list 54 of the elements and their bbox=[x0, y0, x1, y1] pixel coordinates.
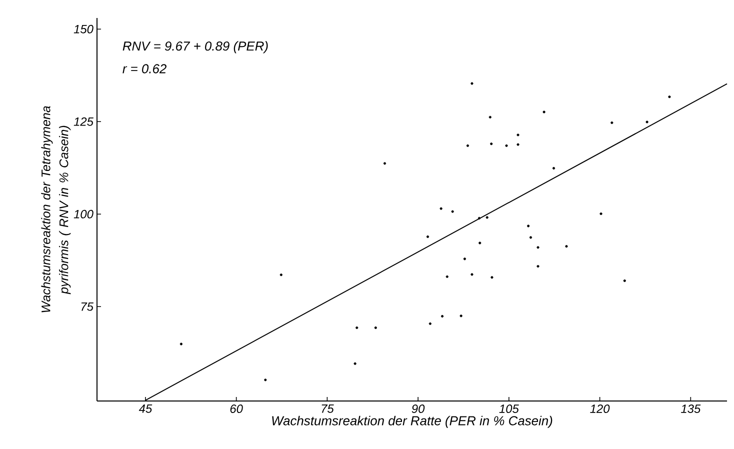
point bbox=[542, 110, 546, 114]
y-axis-title: Wachstumsreaktion der Tetrahymena pyriformis ( RNV in % Casein) bbox=[41, 106, 71, 312]
point bbox=[466, 144, 470, 147]
y-tick-label: 100 bbox=[74, 210, 94, 218]
point bbox=[463, 258, 466, 260]
x-tick-label: 105 bbox=[499, 404, 519, 413]
point bbox=[529, 236, 532, 239]
x-tick-label: 135 bbox=[681, 404, 701, 413]
point bbox=[527, 224, 530, 228]
point bbox=[460, 314, 462, 318]
point bbox=[356, 326, 358, 330]
point bbox=[552, 166, 556, 170]
x-tick-label: 45 bbox=[138, 404, 152, 413]
point bbox=[668, 96, 671, 98]
point bbox=[478, 216, 481, 220]
point bbox=[505, 144, 508, 147]
point bbox=[516, 143, 520, 146]
point bbox=[354, 362, 356, 365]
point bbox=[446, 275, 448, 278]
point bbox=[565, 245, 568, 248]
point bbox=[451, 210, 454, 213]
point bbox=[440, 207, 442, 210]
point bbox=[428, 322, 432, 325]
point bbox=[280, 274, 282, 276]
point bbox=[441, 314, 444, 318]
point bbox=[264, 378, 267, 382]
point bbox=[488, 116, 492, 118]
point bbox=[610, 121, 614, 124]
point bbox=[600, 212, 602, 216]
y-tick-label: 75 bbox=[81, 302, 94, 311]
point bbox=[383, 162, 386, 165]
point bbox=[536, 246, 540, 249]
point bbox=[470, 273, 474, 276]
point bbox=[478, 242, 482, 244]
x-tick-label: 90 bbox=[412, 404, 425, 413]
y-tick-label: 125 bbox=[74, 117, 94, 126]
point bbox=[623, 279, 626, 282]
point bbox=[486, 216, 488, 219]
point bbox=[180, 342, 182, 346]
x-axis-title: Wachstumsreaktion der Ratte (PER in % Casein) bbox=[272, 416, 552, 428]
point bbox=[374, 326, 377, 330]
x-tick-label: 75 bbox=[322, 404, 334, 413]
annotation: r = 0.62 bbox=[122, 64, 166, 74]
x-tick-label: 120 bbox=[590, 404, 610, 413]
point bbox=[536, 265, 540, 268]
point bbox=[470, 82, 474, 85]
point bbox=[490, 276, 494, 279]
annotation: RNV = 9.67 + 0.89 (PER) bbox=[122, 41, 268, 54]
point bbox=[490, 142, 493, 146]
point bbox=[646, 120, 648, 124]
point bbox=[426, 235, 430, 238]
x-tick-label: 60 bbox=[230, 404, 243, 413]
y-tick-label: 150 bbox=[74, 24, 94, 34]
point bbox=[516, 134, 520, 136]
